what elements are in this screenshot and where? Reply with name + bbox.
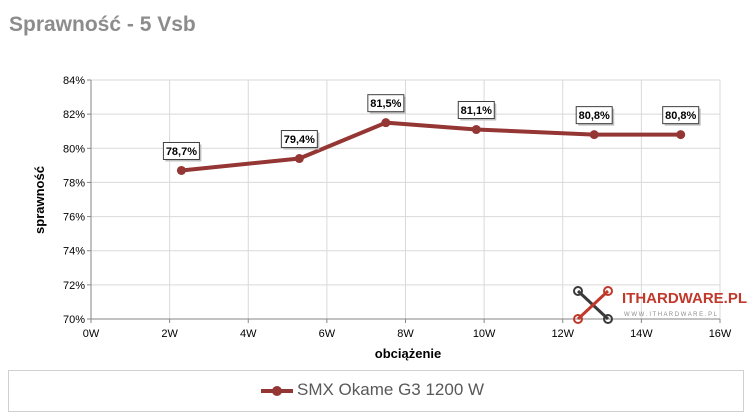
legend-item: SMX Okame G3 1200 W [261, 380, 484, 400]
data-point [294, 154, 304, 164]
x-tick-label: 2W [161, 328, 178, 340]
legend: SMX Okame G3 1200 W [8, 370, 744, 412]
data-label: 79,4% [284, 134, 315, 146]
data-label-box [162, 141, 200, 160]
watermark-brand: ITHARDWARE.PL [622, 290, 747, 307]
y-tick-label: 84% [63, 75, 85, 87]
data-point [176, 165, 186, 175]
crossed-tools-icon [573, 286, 613, 324]
x-tick-label: 6W [319, 328, 336, 340]
data-point [589, 130, 599, 140]
x-tick-label: 4W [240, 328, 257, 340]
x-tick-label: 0W [83, 328, 100, 340]
y-tick-label: 74% [63, 246, 85, 258]
watermark-logo: ITHARDWARE.PL W W W . I T H A R D W A R … [573, 286, 747, 324]
y-axis-label: sprawność [32, 166, 47, 234]
data-label: 80,8% [579, 110, 610, 122]
y-tick-label: 70% [63, 314, 85, 326]
legend-label: SMX Okame G3 1200 W [297, 380, 485, 399]
x-tick-label: 14W [630, 328, 653, 340]
legend-swatch [261, 380, 293, 400]
y-tick-label: 72% [63, 280, 85, 292]
x-tick-label: 8W [397, 328, 414, 340]
data-label-box [575, 106, 613, 125]
watermark-subtext: W W W . I T H A R D W A R E . P L [624, 312, 718, 318]
data-label: 81,1% [461, 105, 492, 117]
data-label-box [280, 130, 318, 149]
y-tick-label: 76% [63, 212, 85, 224]
data-label-box [457, 101, 495, 120]
data-label-box [367, 94, 405, 113]
y-tick-label: 82% [63, 109, 85, 121]
chart-title: Sprawność - 5 Vsb [9, 13, 196, 36]
axes: 70% 72% 74% 76% 78% 80% 82% 84% 0W 2W 4W 6W 8W 10W 12W… [63, 75, 732, 340]
x-axis-label: obciążenie [375, 346, 441, 361]
data-label: 81,5% [370, 98, 401, 110]
x-tick-label: 12W [551, 328, 574, 340]
data-label-box [662, 106, 700, 125]
series: 78,7% 79,4% 81,5% 81,1% 80,8% 80,8% [162, 94, 701, 175]
x-tick-label: 16W [709, 328, 732, 340]
data-point [471, 125, 481, 135]
y-tick-label: 78% [63, 177, 85, 189]
data-point [676, 130, 686, 140]
gridlines [90, 79, 721, 320]
data-point [381, 118, 391, 128]
y-tick-label: 80% [63, 143, 85, 155]
data-label: 78,7% [166, 146, 197, 158]
x-tick-label: 10W [473, 328, 496, 340]
data-label: 80,8% [665, 110, 696, 122]
series-line [179, 120, 683, 173]
